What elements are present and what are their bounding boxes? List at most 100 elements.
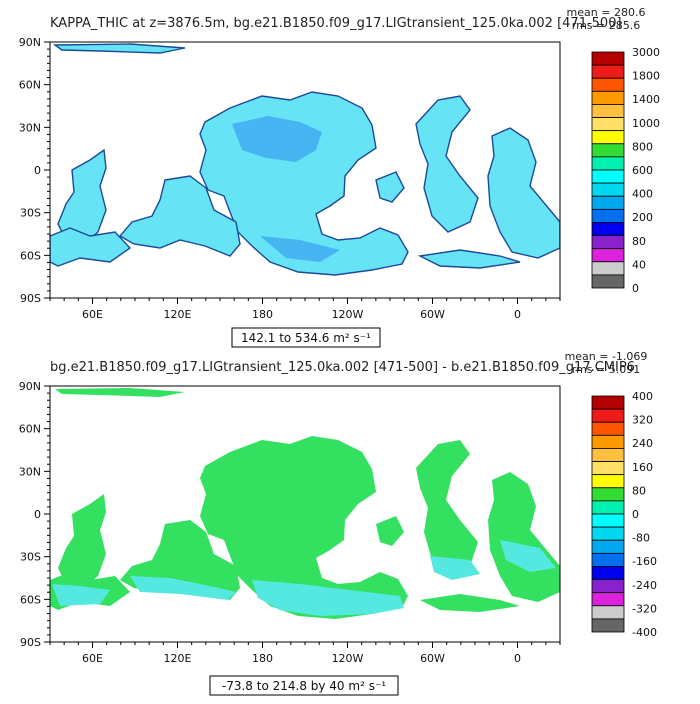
panel-1-rms: rms = 285.6 — [572, 19, 640, 32]
colorbar-label: 160 — [632, 461, 653, 474]
field-deep-north-pacific — [232, 116, 322, 162]
field-region-atlantic — [416, 440, 478, 576]
panel-2: bg.e21.B1850.f09_g17.LIGtransient_125.0k… — [19, 350, 657, 696]
colorbar-label: 400 — [632, 390, 653, 403]
colorbar-label: 80 — [632, 235, 646, 248]
colorbar-label: -160 — [632, 555, 657, 568]
field-region-atlantic — [415, 95, 479, 233]
colorbar-swatch — [591, 130, 625, 145]
field-deep-south-pacific — [260, 236, 340, 262]
colorbar-swatch — [591, 208, 625, 223]
colorbar-swatch — [591, 64, 625, 79]
field-region-gulf — [376, 516, 404, 546]
panel-2-mean: mean = -1.069 — [565, 350, 648, 363]
colorbar-swatch — [591, 552, 625, 567]
y-tick-label: 30N — [19, 121, 41, 134]
colorbar-label: 240 — [632, 437, 653, 450]
colorbar-swatch — [591, 461, 625, 476]
panel-2-rms: rms = 5.091 — [572, 363, 640, 376]
colorbar-swatch — [591, 169, 625, 184]
colorbar-swatch — [591, 618, 625, 633]
colorbar-label: 600 — [632, 164, 653, 177]
field-region-west-indian — [57, 148, 107, 245]
x-tick-label: 0 — [514, 308, 521, 321]
field-region-south-polar — [417, 249, 521, 269]
y-tick-label: 90N — [19, 380, 41, 393]
colorbar-label: -80 — [632, 532, 650, 545]
panel-1: KAPPA_THIC at z=3876.5m, bg.e21.B1850.f0… — [19, 6, 660, 348]
colorbar-label: 0 — [632, 508, 639, 521]
x-tick-label: 0 — [514, 652, 521, 665]
colorbar-swatch — [591, 566, 625, 580]
colorbar-swatch — [591, 513, 625, 528]
colorbar-label: 0 — [632, 282, 639, 295]
colorbar-label: 1800 — [632, 70, 660, 83]
field-neg-atlantic-south — [430, 556, 480, 580]
colorbar-swatch — [591, 77, 625, 92]
y-tick-label: 90S — [20, 636, 41, 649]
panel-1-map: 90N 60N 30N 0 30S 60S 90S 60E 120E 180 120W 60W 0 — [19, 36, 561, 321]
colorbar-label: -400 — [632, 626, 657, 639]
colorbar-label: 800 — [632, 140, 653, 153]
x-tick-label: 180 — [252, 308, 273, 321]
y-tick-label: 60N — [19, 423, 41, 436]
colorbar-label: 80 — [632, 484, 646, 497]
panel-2-ocean-field — [50, 388, 560, 619]
x-tick-label: 60E — [82, 308, 103, 321]
colorbar-swatch — [591, 117, 625, 132]
field-region-indian — [118, 175, 241, 257]
x-tick-label: 120W — [332, 652, 364, 665]
colorbar-label: 40 — [632, 258, 646, 271]
colorbar-swatch — [591, 487, 625, 502]
panel-2-title: bg.e21.B1850.f09_g17.LIGtransient_125.0k… — [50, 360, 635, 375]
field-region-west-indian — [58, 494, 106, 588]
colorbar-swatch — [591, 51, 625, 66]
y-tick-label: 30S — [20, 551, 41, 564]
x-tick-label: 60E — [82, 652, 103, 665]
colorbar-swatch — [591, 539, 625, 554]
colorbar-swatch — [591, 500, 625, 515]
colorbar-swatch — [591, 248, 625, 263]
field-neg-east-atlantic — [500, 540, 556, 572]
colorbar-label: 1400 — [632, 93, 660, 106]
panel-2-range-box — [209, 675, 399, 696]
y-tick-label: 90N — [19, 36, 41, 49]
colorbar-swatch — [591, 156, 625, 171]
colorbar-swatch — [591, 421, 625, 436]
x-tick-label: 60W — [420, 308, 445, 321]
colorbar-swatch — [591, 235, 625, 250]
panel-2-colorbar: 400 320 240 160 80 0 -80 -160 -240 -320 -400 — [591, 390, 657, 639]
panel-1-range-label: 142.1 to 534.6 m² s⁻¹ — [241, 331, 371, 345]
field-region-southern — [50, 227, 132, 267]
y-tick-label: 30S — [20, 207, 41, 220]
panel-2-axis-ticks: 90N 60N 30N 0 30S 60S 90S 60E 120E 180 120W 60W 0 — [19, 380, 561, 665]
colorbar-swatch — [591, 143, 625, 158]
panel-2-negative-patches — [52, 540, 556, 616]
panel-1-mean: mean = 280.6 — [567, 6, 646, 19]
panel-1-axis-ticks: 90N 60N 30N 0 30S 60S 90S 60E 120E 180 120W 60W 0 — [19, 36, 561, 321]
colorbar-label: -320 — [632, 602, 657, 615]
field-region-pacific — [200, 436, 408, 619]
panel-2-map: 90N 60N 30N 0 30S 60S 90S 60E 120E 180 120W 60W 0 — [19, 380, 561, 665]
colorbar-swatch — [591, 579, 625, 594]
colorbar-swatch — [591, 274, 625, 289]
colorbar-label: 320 — [632, 414, 653, 427]
colorbar-swatch — [591, 474, 625, 489]
x-tick-label: 120E — [164, 308, 192, 321]
x-tick-label: 120W — [332, 308, 364, 321]
y-tick-label: 60S — [20, 249, 41, 262]
colorbar-swatch — [591, 104, 625, 118]
colorbar-swatch — [591, 90, 625, 105]
colorbar-label: -240 — [632, 579, 657, 592]
y-tick-label: 60S — [20, 593, 41, 606]
y-tick-label: 0 — [34, 508, 41, 521]
colorbar-label: 3000 — [632, 46, 660, 59]
x-tick-label: 120E — [164, 652, 192, 665]
panel-2-range-label: -73.8 to 214.8 by 40 m² s⁻¹ — [222, 679, 386, 693]
colorbar-label: 200 — [632, 211, 653, 224]
colorbar-swatch — [591, 434, 625, 449]
y-tick-label: 30N — [19, 465, 41, 478]
y-tick-label: 60N — [19, 79, 41, 92]
field-neg-south-pacific — [252, 580, 404, 616]
